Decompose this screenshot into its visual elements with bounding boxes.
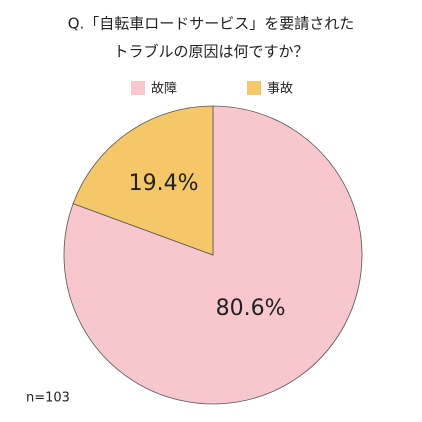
chart-title: Q.「自転車ロードサービス」を要請された bbox=[68, 15, 355, 33]
legend-swatch bbox=[131, 81, 145, 95]
sample-size-note: n=103 bbox=[26, 391, 70, 406]
legend-swatch bbox=[247, 81, 261, 95]
value-label: 80.6% bbox=[216, 296, 286, 321]
legend-label: 事故 bbox=[267, 82, 293, 97]
legend-label: 故障 bbox=[151, 82, 177, 97]
value-label: 19.4% bbox=[129, 171, 199, 196]
pie-slice bbox=[63, 105, 363, 405]
chart-title: トラブルの原因は何ですか？ bbox=[113, 43, 308, 61]
pie-slice bbox=[72, 105, 214, 256]
